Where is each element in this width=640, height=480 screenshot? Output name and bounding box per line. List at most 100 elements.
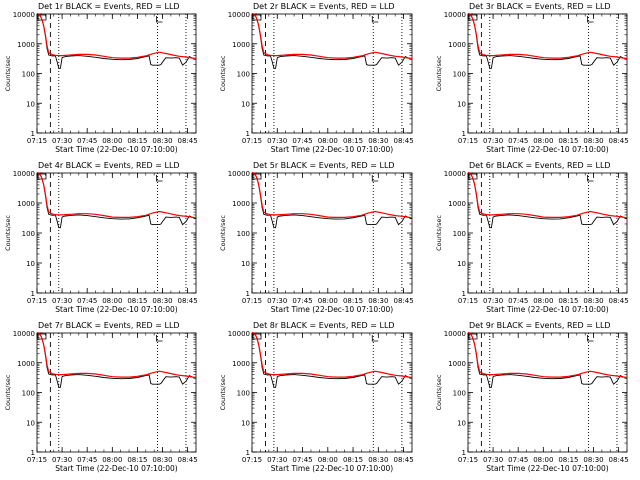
- x-tick-label: 08:15: [127, 456, 147, 464]
- series-line-lld: [251, 331, 413, 379]
- y-tick-label: 1000: [232, 360, 250, 368]
- x-tick-label: 07:15: [458, 456, 478, 464]
- y-tick-label: 1000: [17, 360, 35, 368]
- y-tick-label: 10000: [444, 330, 466, 338]
- plot-frame: [251, 332, 413, 453]
- chart-panel-det-5r: Det 5r BLACK = Events, RED = LLD 1 10 100 10…: [219, 161, 414, 314]
- x-axis-label: Start Time (22-Dec-10 07:10:00): [271, 145, 393, 154]
- x-tick-label: 08:00: [102, 137, 122, 145]
- y-tick-label: 10000: [13, 330, 35, 338]
- y-tick-label: 100: [453, 71, 466, 79]
- series-line-events: [36, 172, 197, 229]
- chart-title: Det 6r BLACK = Events, RED = LLD: [469, 161, 611, 170]
- y-tick-label: 10: [457, 419, 466, 427]
- y-tick-label: 10000: [228, 170, 250, 178]
- y-tick-label: 1000: [17, 200, 35, 208]
- y-tick-label: 10000: [444, 170, 466, 178]
- x-tick-label: 08:00: [318, 297, 338, 305]
- y-tick-label: 100: [453, 230, 466, 238]
- x-tick-label: 07:45: [77, 297, 97, 305]
- x-axis-label: Start Time (22-Dec-10 07:10:00): [486, 145, 608, 154]
- x-tick-label: 07:30: [267, 297, 287, 305]
- x-tick-label: 08:15: [343, 297, 363, 305]
- y-tick-label: 1: [462, 449, 466, 457]
- y-tick-label: 100: [22, 230, 35, 238]
- x-axis-label: Start Time (22-Dec-10 07:10:00): [486, 464, 608, 473]
- x-tick-label: 08:30: [583, 137, 603, 145]
- x-tick-label: 07:45: [508, 137, 528, 145]
- series-line-events: [467, 332, 628, 388]
- x-tick-label: 07:45: [292, 137, 312, 145]
- chart-title: Det 3r BLACK = Events, RED = LLD: [469, 2, 611, 11]
- series-line-events: [467, 172, 628, 229]
- plot-frame: [36, 172, 197, 294]
- corner-marker: [468, 173, 478, 180]
- x-tick-label: 07:30: [483, 297, 503, 305]
- corner-marker: [468, 333, 478, 340]
- x-tick-label: 08:15: [343, 456, 363, 464]
- x-tick-label: 08:00: [102, 297, 122, 305]
- series-line-events: [36, 332, 197, 388]
- x-tick-label: 08:30: [368, 456, 388, 464]
- y-tick-label: 10: [26, 100, 35, 108]
- series-line-lld: [251, 12, 413, 60]
- series-line-events: [467, 13, 628, 69]
- x-tick-label: 07:45: [77, 456, 97, 464]
- y-tick-label: 10: [241, 260, 250, 268]
- series-line-lld: [467, 12, 628, 60]
- series-line-lld: [36, 331, 197, 379]
- chart-title: Det 1r BLACK = Events, RED = LLD: [38, 2, 180, 11]
- y-tick-label: 10000: [13, 11, 35, 19]
- y-tick-label: 1: [31, 290, 35, 298]
- bracket-marker: [156, 335, 163, 342]
- chart-title: Det 5r BLACK = Events, RED = LLD: [253, 161, 395, 170]
- chart-title: Det 2r BLACK = Events, RED = LLD: [253, 2, 395, 11]
- x-tick-label: 08:15: [343, 137, 363, 145]
- x-axis-label: Start Time (22-Dec-10 07:10:00): [55, 305, 177, 314]
- bracket-marker: [587, 16, 594, 23]
- x-tick-label: 08:15: [127, 297, 147, 305]
- y-axis-label: Counts/sec: [4, 374, 12, 410]
- y-tick-label: 10: [457, 100, 466, 108]
- x-tick-label: 08:45: [178, 456, 198, 464]
- chart-title: Det 4r BLACK = Events, RED = LLD: [38, 161, 180, 170]
- chart-panel-det-3r: Det 3r BLACK = Events, RED = LLD 1 10 100 10…: [435, 2, 629, 154]
- x-axis-label: Start Time (22-Dec-10 07:10:00): [271, 464, 393, 473]
- x-tick-label: 08:15: [558, 297, 578, 305]
- series-line-lld: [36, 12, 197, 60]
- y-tick-label: 1000: [232, 200, 250, 208]
- x-tick-label: 07:15: [458, 297, 478, 305]
- x-tick-label: 08:30: [368, 137, 388, 145]
- x-tick-label: 08:30: [152, 456, 172, 464]
- x-tick-label: 07:15: [242, 456, 262, 464]
- y-tick-label: 1: [246, 449, 250, 457]
- corner-marker: [37, 14, 47, 21]
- x-tick-label: 08:30: [152, 137, 172, 145]
- x-axis-label: Start Time (22-Dec-10 07:10:00): [271, 305, 393, 314]
- x-axis-label: Start Time (22-Dec-10 07:10:00): [55, 145, 177, 154]
- x-tick-label: 07:45: [508, 456, 528, 464]
- corner-marker: [252, 173, 262, 180]
- y-tick-label: 100: [22, 390, 35, 398]
- y-axis-label: Counts/sec: [4, 215, 12, 251]
- x-tick-label: 08:45: [178, 297, 198, 305]
- corner-marker: [37, 333, 47, 340]
- y-tick-label: 10000: [444, 11, 466, 19]
- series-line-lld: [467, 171, 628, 219]
- x-tick-label: 08:30: [583, 297, 603, 305]
- y-tick-label: 1: [31, 130, 35, 138]
- y-axis-label: Counts/sec: [4, 55, 12, 91]
- plot-frame: [467, 332, 628, 453]
- y-tick-label: 1000: [448, 360, 466, 368]
- x-tick-label: 08:30: [583, 456, 603, 464]
- x-tick-label: 07:15: [27, 297, 47, 305]
- chart-panel-det-2r: Det 2r BLACK = Events, RED = LLD 1 10 100 10…: [219, 2, 414, 154]
- x-tick-label: 07:30: [52, 456, 72, 464]
- chart-title: Det 7r BLACK = Events, RED = LLD: [38, 321, 180, 330]
- bracket-marker: [371, 16, 379, 23]
- y-tick-label: 10: [241, 419, 250, 427]
- y-tick-label: 100: [453, 390, 466, 398]
- x-tick-label: 08:15: [558, 456, 578, 464]
- y-tick-label: 1000: [448, 200, 466, 208]
